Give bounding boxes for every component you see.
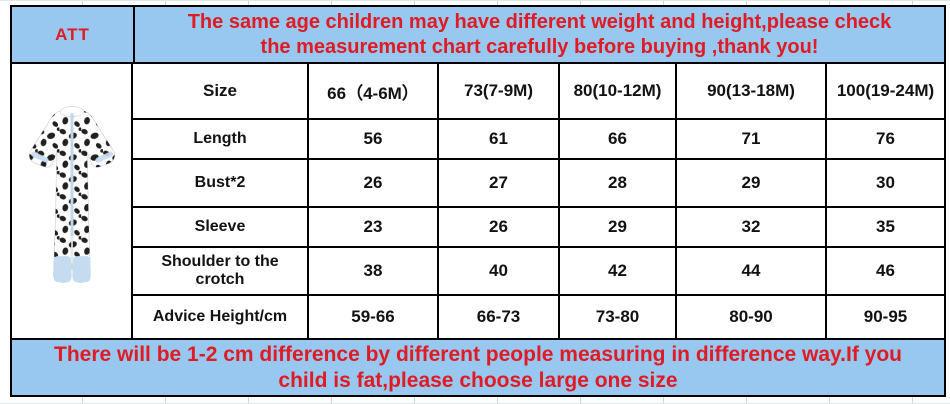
product-photo [12, 64, 133, 338]
column-header-66: 66（4-6M） [307, 64, 437, 118]
row-label-sleeve: Sleeve [133, 206, 307, 246]
attention-band: ATT The same age children may have diffe… [12, 7, 944, 64]
measurement-table: Size 66（4-6M） 73(7-9M) 80(10-12M) 90(13-… [133, 64, 944, 338]
spreadsheet-gridlines-bottom [0, 397, 950, 404]
cell-value: 28 [558, 158, 675, 206]
note-band: There will be 1-2 cm difference by diffe… [12, 338, 944, 395]
cell-value: 38 [307, 246, 437, 294]
cell-value: 46 [825, 246, 944, 294]
cell-value: 23 [307, 206, 437, 246]
cell-value: 66-73 [437, 294, 558, 338]
row-label-advice-height: Advice Height/cm [133, 294, 307, 338]
cell-value: 26 [307, 158, 437, 206]
column-header-size: Size [133, 64, 307, 118]
cell-value: 40 [437, 246, 558, 294]
cell-value: 59-66 [307, 294, 437, 338]
cell-value: 35 [825, 206, 944, 246]
cell-value: 29 [558, 206, 675, 246]
sleeve-trims [30, 151, 113, 163]
leg-cuffs [53, 256, 90, 283]
column-header-80: 80(10-12M) [558, 64, 675, 118]
cell-value: 90-95 [825, 294, 944, 338]
romper-graphic [28, 106, 115, 283]
spreadsheet-gridlines-top [0, 0, 950, 5]
cell-value: 29 [675, 158, 825, 206]
att-label: ATT [55, 24, 90, 44]
att-cell: ATT [12, 7, 135, 62]
cell-value: 44 [675, 246, 825, 294]
row-label-length: Length [133, 118, 307, 158]
cell-value: 73-80 [558, 294, 675, 338]
middle-section: Size 66（4-6M） 73(7-9M) 80(10-12M) 90(13-… [12, 64, 944, 338]
cell-value: 27 [437, 158, 558, 206]
column-header-90: 90(13-18M) [675, 64, 825, 118]
cell-value: 76 [825, 118, 944, 158]
cell-value: 71 [675, 118, 825, 158]
column-header-100: 100(19-24M) [825, 64, 944, 118]
column-header-73: 73(7-9M) [437, 64, 558, 118]
cell-value: 42 [558, 246, 675, 294]
row-label-shoulder-to-crotch: Shoulder to the crotch [133, 246, 307, 294]
note-line2: child is fat,please choose large one siz… [278, 368, 678, 392]
cell-value: 32 [675, 206, 825, 246]
attention-message: The same age children may have different… [135, 7, 944, 62]
content-frame: ATT The same age children may have diffe… [10, 5, 946, 397]
note-line1: There will be 1-2 cm difference by diffe… [54, 342, 902, 366]
cell-value: 66 [558, 118, 675, 158]
cell-value: 56 [307, 118, 437, 158]
cell-value: 26 [437, 206, 558, 246]
cell-value: 61 [437, 118, 558, 158]
cell-value: 80-90 [675, 294, 825, 338]
attention-message-line2: the measurement chart carefully before b… [260, 35, 819, 58]
row-label-bust: Bust*2 [133, 158, 307, 206]
cell-value: 30 [825, 158, 944, 206]
attention-message-line1: The same age children may have different… [187, 10, 892, 33]
